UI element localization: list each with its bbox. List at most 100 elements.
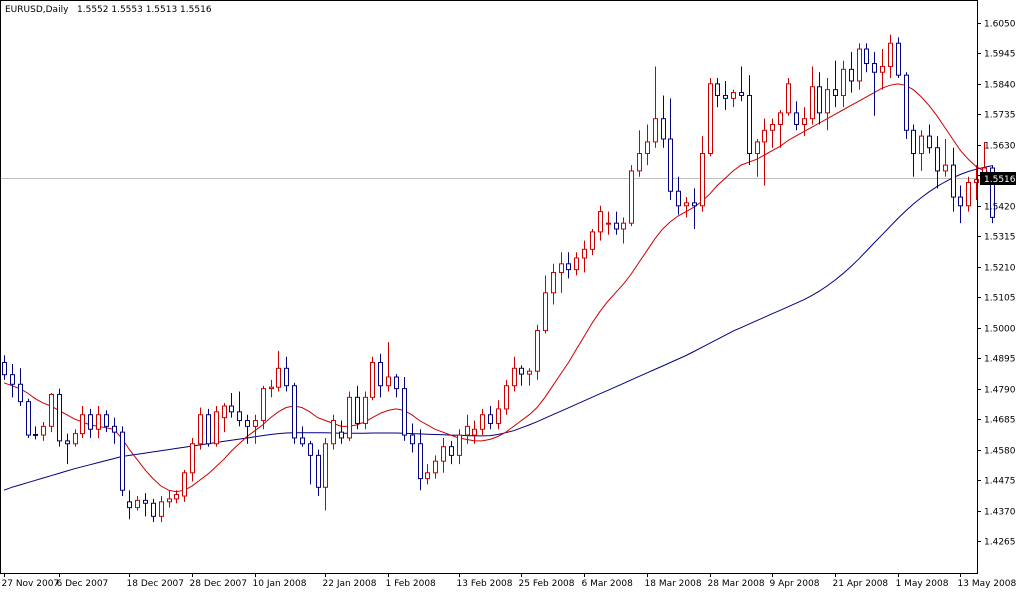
candle-body: [527, 370, 532, 375]
candle: [849, 51, 854, 93]
price-tag-background: [980, 172, 1016, 185]
candle: [496, 400, 501, 430]
candle-body: [543, 292, 548, 332]
candle-body: [245, 420, 250, 427]
candle-body: [896, 42, 901, 76]
candle-body: [292, 385, 297, 439]
symbol-label: EURUSD,Daily: [5, 5, 69, 15]
candle: [535, 324, 540, 380]
candle-body: [802, 118, 807, 125]
candle-body: [73, 433, 78, 445]
candle-body: [394, 376, 399, 390]
candle: [308, 440, 313, 485]
candle: [755, 139, 760, 177]
candles-layer: [2, 34, 995, 523]
candle-body: [190, 443, 195, 474]
candle: [817, 72, 822, 125]
time-tick-label: 21 Apr 2008: [833, 579, 889, 589]
candle-body: [857, 48, 862, 82]
candle-body: [700, 153, 705, 207]
candle: [786, 78, 791, 116]
candle: [370, 356, 375, 401]
candle: [684, 197, 689, 218]
time-tick-label: 18 Dec 2007: [127, 579, 185, 589]
candle: [41, 421, 46, 441]
candle-body: [935, 147, 940, 172]
candle-body: [425, 472, 430, 480]
candle-body: [363, 396, 368, 424]
candle: [582, 240, 587, 273]
candle-body: [18, 383, 23, 403]
candle: [739, 66, 744, 102]
candle: [269, 379, 274, 398]
current-price-tag: 1.5516: [980, 172, 1016, 185]
candle: [222, 403, 227, 433]
candle-body: [159, 501, 164, 517]
candle: [966, 176, 971, 212]
candle: [323, 437, 328, 511]
candle-body: [112, 425, 117, 433]
candle-body: [849, 68, 854, 82]
candle-body: [810, 86, 815, 120]
time-tick-label: 6 Dec 2007: [57, 579, 109, 589]
candle-body: [433, 460, 438, 474]
candle-body: [668, 138, 673, 192]
candle-body: [174, 494, 179, 500]
candle-body: [41, 425, 46, 436]
candle-body: [355, 396, 360, 424]
candle-body: [496, 408, 501, 424]
candle-body: [614, 222, 619, 230]
candle: [135, 496, 140, 511]
candle-body: [519, 367, 524, 375]
candle: [57, 388, 62, 447]
candle-body: [269, 386, 274, 390]
time-tick-label: 1 May 2008: [896, 579, 949, 589]
candle-body: [143, 499, 148, 504]
candle: [958, 185, 963, 224]
candle-body: [739, 92, 744, 96]
candle-body: [723, 94, 728, 99]
candle-body: [449, 446, 454, 456]
candle-body: [512, 367, 517, 387]
candle-body: [778, 112, 783, 125]
candle-body: [582, 248, 587, 259]
candle: [198, 407, 203, 450]
candle-body: [237, 411, 242, 422]
candle-body: [472, 428, 477, 436]
price-tick-label: 1.5630: [984, 142, 1016, 152]
candle-body: [127, 501, 132, 509]
candle: [896, 37, 901, 79]
candle-body: [841, 68, 846, 96]
candle: [214, 406, 219, 447]
candle: [708, 78, 713, 157]
candle-body: [911, 129, 916, 155]
candle: [653, 66, 658, 148]
price-axis: 1.60501.59451.58401.57351.56301.55251.54…: [977, 20, 1016, 548]
candle-body: [198, 414, 203, 445]
candle: [347, 391, 352, 441]
candle-body: [731, 92, 736, 99]
candle-body: [825, 89, 830, 114]
candle-body: [880, 65, 885, 73]
candle: [355, 385, 360, 430]
candle: [551, 263, 556, 305]
candle-body: [974, 179, 979, 184]
candle: [394, 374, 399, 398]
candle: [904, 72, 909, 140]
candle: [519, 365, 524, 386]
candle: [2, 355, 7, 380]
candle: [661, 95, 666, 148]
candle-body: [331, 420, 336, 445]
candle: [182, 469, 187, 502]
candle-body: [566, 263, 571, 271]
candle: [80, 406, 85, 438]
candle-body: [151, 502, 156, 517]
candle: [472, 420, 477, 444]
candle-body: [661, 118, 666, 140]
candle: [598, 205, 603, 241]
candle: [590, 228, 595, 256]
candle-body: [794, 112, 799, 125]
